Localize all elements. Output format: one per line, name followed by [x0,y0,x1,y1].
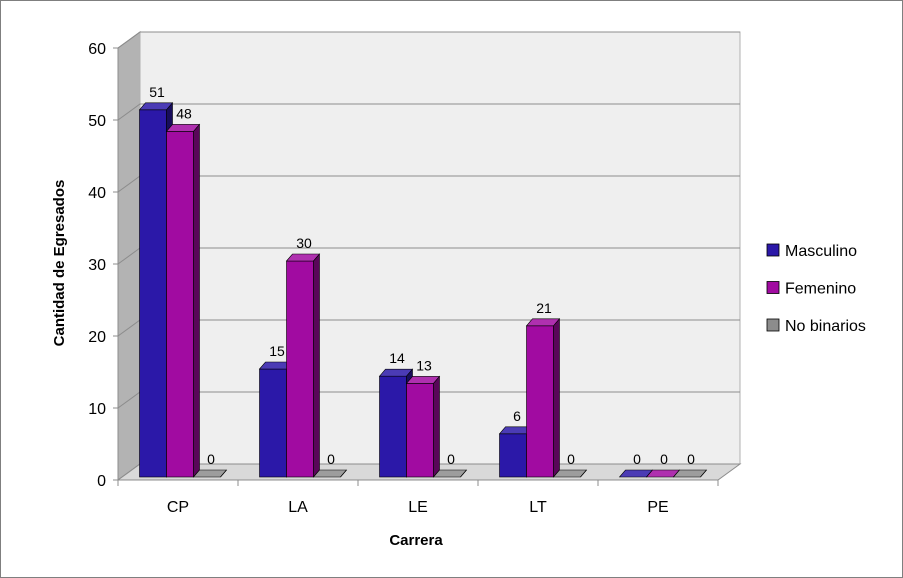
bar [285,253,321,478]
bar-side [580,469,587,478]
bar-side [193,123,200,478]
bar [432,469,468,478]
data-labels: 51 48 0 15 30 0 14 13 0 6 21 0 0 0 0 [149,84,695,467]
data-label: 0 [447,451,455,467]
bar [525,317,561,478]
legend-entry: No binarios [785,318,866,335]
data-label: 0 [660,451,668,467]
bar [672,469,708,478]
bar-front [259,368,287,478]
y-tick-label: 40 [88,185,106,202]
bar [405,375,441,478]
bar-side [313,253,320,478]
data-label: 0 [633,451,641,467]
data-label: 21 [536,300,552,316]
data-label: 6 [513,408,521,424]
bar-front [526,325,554,478]
x-tick-label: LE [408,499,428,516]
bar-front [379,375,407,478]
data-label: 0 [327,451,335,467]
bar [552,469,588,478]
y-axis: 0 10 20 30 40 50 60 [88,41,118,490]
data-label: 48 [176,105,192,121]
y-axis-title: Cantidad de Egresados [51,180,68,347]
data-label: 0 [687,451,695,467]
x-tick-label: CP [167,499,189,516]
data-label: 14 [389,350,405,366]
data-label: 13 [416,357,432,373]
x-tick-label: LT [529,499,547,516]
bar-side [553,317,560,478]
bar-side [460,469,467,478]
bar-side [700,469,707,478]
y-tick-label: 0 [97,473,106,490]
y-tick-label: 10 [88,401,106,418]
bar-front [139,109,167,478]
bar-front [406,383,434,478]
data-label: 15 [269,343,285,359]
y-tick-label: 30 [88,257,106,274]
y-tick-label: 20 [88,329,106,346]
y-tick-label: 60 [88,41,106,58]
bar-side [220,469,227,478]
bar [312,469,348,478]
bar [192,469,228,478]
bar-side [340,469,347,478]
bar-side [433,375,440,478]
legend-entry: Femenino [785,281,856,298]
legend: Masculino Femenino No binarios [757,230,890,346]
x-axis: CP LA LE LT PE [117,480,719,516]
bars [138,101,708,478]
legend-entry: Masculino [785,243,857,260]
bar-front [286,260,314,478]
legend-swatch [766,281,780,294]
gridline [117,103,740,121]
data-label: 51 [149,84,165,100]
x-tick-label: LA [288,499,308,516]
legend-swatch [766,318,780,332]
gridline [117,31,740,49]
y-tick-label: 50 [88,113,106,130]
data-label: 30 [296,235,312,251]
x-tick-label: PE [647,499,668,516]
x-axis-title: Carrera [389,532,443,549]
bar-front [499,433,527,478]
bar [165,123,201,478]
data-label: 0 [567,451,575,467]
legend-swatch [766,243,780,257]
data-label: 0 [207,451,215,467]
bar-front [166,131,194,478]
